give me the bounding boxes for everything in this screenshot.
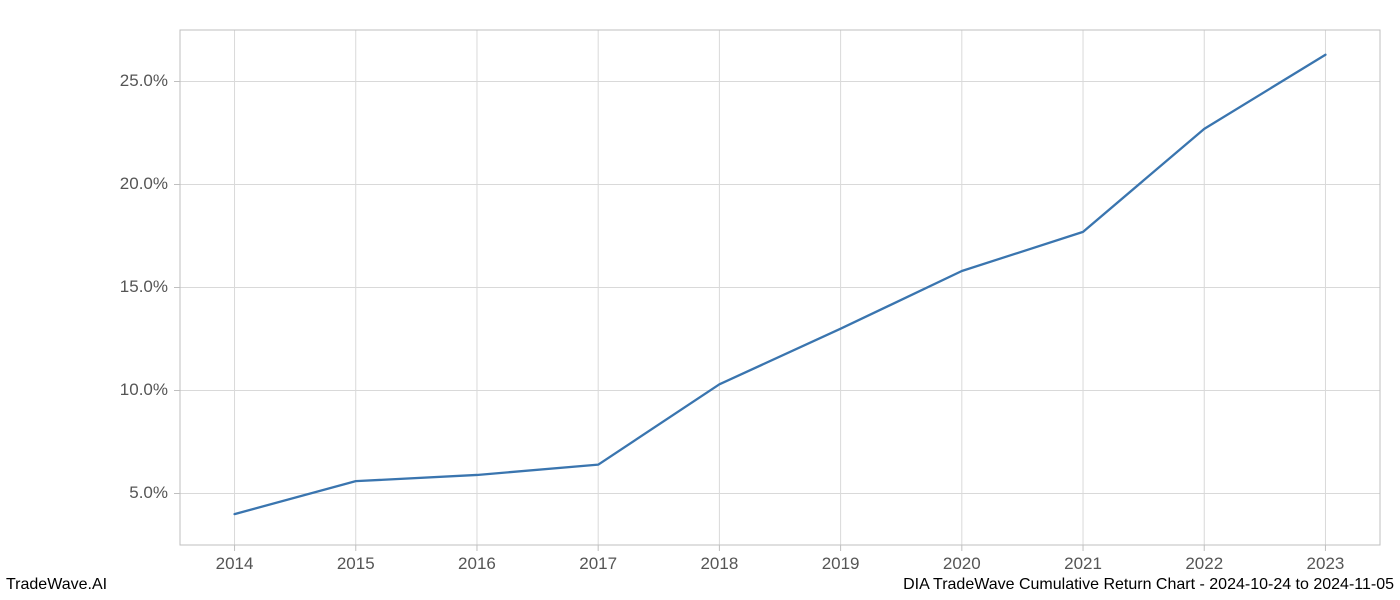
- x-tick-label: 2020: [943, 554, 981, 573]
- x-tick-label: 2022: [1185, 554, 1223, 573]
- y-tick-label: 15.0%: [120, 277, 168, 296]
- chart-background: [0, 0, 1400, 600]
- x-tick-label: 2016: [458, 554, 496, 573]
- x-tick-label: 2018: [700, 554, 738, 573]
- x-tick-label: 2015: [337, 554, 375, 573]
- y-tick-label: 5.0%: [129, 483, 168, 502]
- footer-brand: TradeWave.AI: [6, 576, 107, 594]
- y-tick-label: 25.0%: [120, 71, 168, 90]
- y-tick-label: 20.0%: [120, 174, 168, 193]
- x-tick-label: 2021: [1064, 554, 1102, 573]
- y-tick-label: 10.0%: [120, 380, 168, 399]
- x-tick-label: 2023: [1307, 554, 1345, 573]
- footer-caption: DIA TradeWave Cumulative Return Chart - …: [903, 576, 1394, 594]
- x-tick-label: 2014: [216, 554, 254, 573]
- x-tick-label: 2017: [579, 554, 617, 573]
- chart-container: 5.0% 10.0% 15.0% 20.0% 25.0% 2014 2015 2016 2017…: [0, 0, 1400, 600]
- chart-svg: 5.0% 10.0% 15.0% 20.0% 25.0% 2014 2015 2016 2017…: [0, 0, 1400, 600]
- x-tick-label: 2019: [822, 554, 860, 573]
